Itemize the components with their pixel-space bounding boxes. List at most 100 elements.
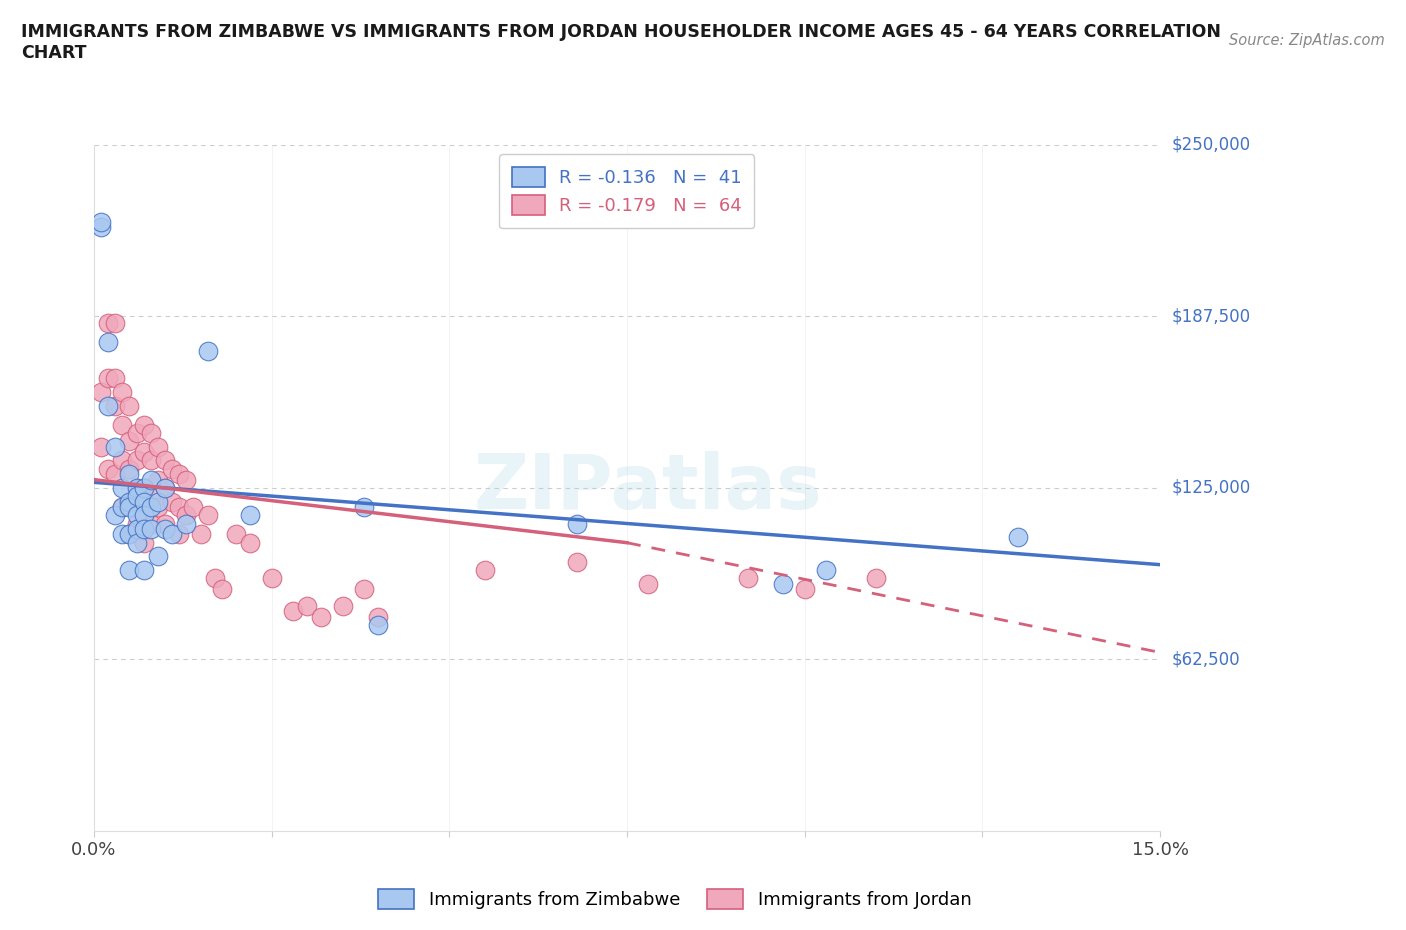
Point: [153, 481, 176, 496]
Point: [183, 499, 205, 514]
Point: [118, 467, 141, 482]
Point: [772, 577, 794, 591]
Point: [139, 488, 162, 503]
Point: [125, 481, 148, 496]
Point: [311, 609, 333, 624]
Point: [125, 508, 148, 523]
Point: [125, 488, 148, 503]
Point: [474, 563, 496, 578]
Point: [367, 618, 389, 632]
Point: [90, 439, 112, 454]
Point: [132, 418, 155, 432]
Point: [211, 582, 233, 597]
Point: [125, 481, 148, 496]
Point: [139, 472, 162, 487]
Point: [637, 577, 659, 591]
Point: [167, 527, 190, 542]
Point: [204, 571, 226, 586]
Point: [97, 316, 120, 331]
Point: [132, 563, 155, 578]
Point: [225, 527, 247, 542]
Point: [160, 461, 183, 476]
Point: [239, 536, 262, 551]
Point: [97, 398, 120, 413]
Point: [104, 371, 127, 386]
Legend: Immigrants from Zimbabwe, Immigrants from Jordan: Immigrants from Zimbabwe, Immigrants fro…: [371, 882, 979, 916]
Point: [814, 563, 837, 578]
Point: [353, 499, 375, 514]
Point: [146, 472, 169, 487]
Point: [146, 439, 169, 454]
Point: [111, 499, 134, 514]
Point: [132, 522, 155, 537]
Point: [146, 549, 169, 564]
Point: [104, 316, 127, 331]
Point: [132, 445, 155, 459]
Point: [132, 494, 155, 509]
Point: [104, 439, 127, 454]
Point: [197, 343, 219, 358]
Point: [139, 516, 162, 531]
Point: [104, 398, 127, 413]
Point: [132, 508, 155, 523]
Legend: R = -0.136   N =  41, R = -0.179   N =  64: R = -0.136 N = 41, R = -0.179 N = 64: [499, 154, 755, 228]
Point: [118, 499, 141, 514]
Point: [97, 335, 120, 350]
Point: [139, 522, 162, 537]
Point: [139, 453, 162, 468]
Point: [132, 536, 155, 551]
Point: [132, 481, 155, 496]
Point: [139, 499, 162, 514]
Point: [104, 467, 127, 482]
Point: [111, 418, 134, 432]
Point: [118, 527, 141, 542]
Point: [153, 453, 176, 468]
Point: [118, 461, 141, 476]
Point: [260, 571, 283, 586]
Text: IMMIGRANTS FROM ZIMBABWE VS IMMIGRANTS FROM JORDAN HOUSEHOLDER INCOME AGES 45 - : IMMIGRANTS FROM ZIMBABWE VS IMMIGRANTS F…: [21, 23, 1220, 62]
Point: [97, 461, 120, 476]
Point: [281, 604, 304, 618]
Point: [167, 499, 190, 514]
Point: [176, 508, 198, 523]
Point: [125, 426, 148, 441]
Point: [90, 384, 112, 399]
Point: [367, 609, 389, 624]
Point: [139, 426, 162, 441]
Point: [125, 516, 148, 531]
Point: [118, 527, 141, 542]
Text: $187,500: $187,500: [1171, 308, 1250, 326]
Point: [111, 527, 134, 542]
Point: [146, 499, 169, 514]
Point: [104, 508, 127, 523]
Point: [118, 494, 141, 509]
Point: [146, 494, 169, 509]
Point: [118, 433, 141, 448]
Point: [353, 582, 375, 597]
Point: [111, 384, 134, 399]
Point: [332, 598, 354, 613]
Point: [118, 563, 141, 578]
Point: [125, 522, 148, 537]
Point: [153, 516, 176, 531]
Point: [567, 554, 589, 569]
Point: [160, 494, 183, 509]
Point: [153, 481, 176, 496]
Point: [295, 598, 318, 613]
Text: $125,000: $125,000: [1171, 479, 1250, 497]
Text: $250,000: $250,000: [1171, 136, 1250, 153]
Text: Source: ZipAtlas.com: Source: ZipAtlas.com: [1229, 33, 1385, 47]
Point: [111, 453, 134, 468]
Point: [197, 508, 219, 523]
Point: [118, 398, 141, 413]
Point: [1007, 530, 1029, 545]
Point: [132, 508, 155, 523]
Point: [239, 508, 262, 523]
Point: [125, 536, 148, 551]
Point: [190, 527, 212, 542]
Point: [111, 481, 134, 496]
Point: [737, 571, 759, 586]
Point: [125, 453, 148, 468]
Point: [153, 522, 176, 537]
Point: [97, 371, 120, 386]
